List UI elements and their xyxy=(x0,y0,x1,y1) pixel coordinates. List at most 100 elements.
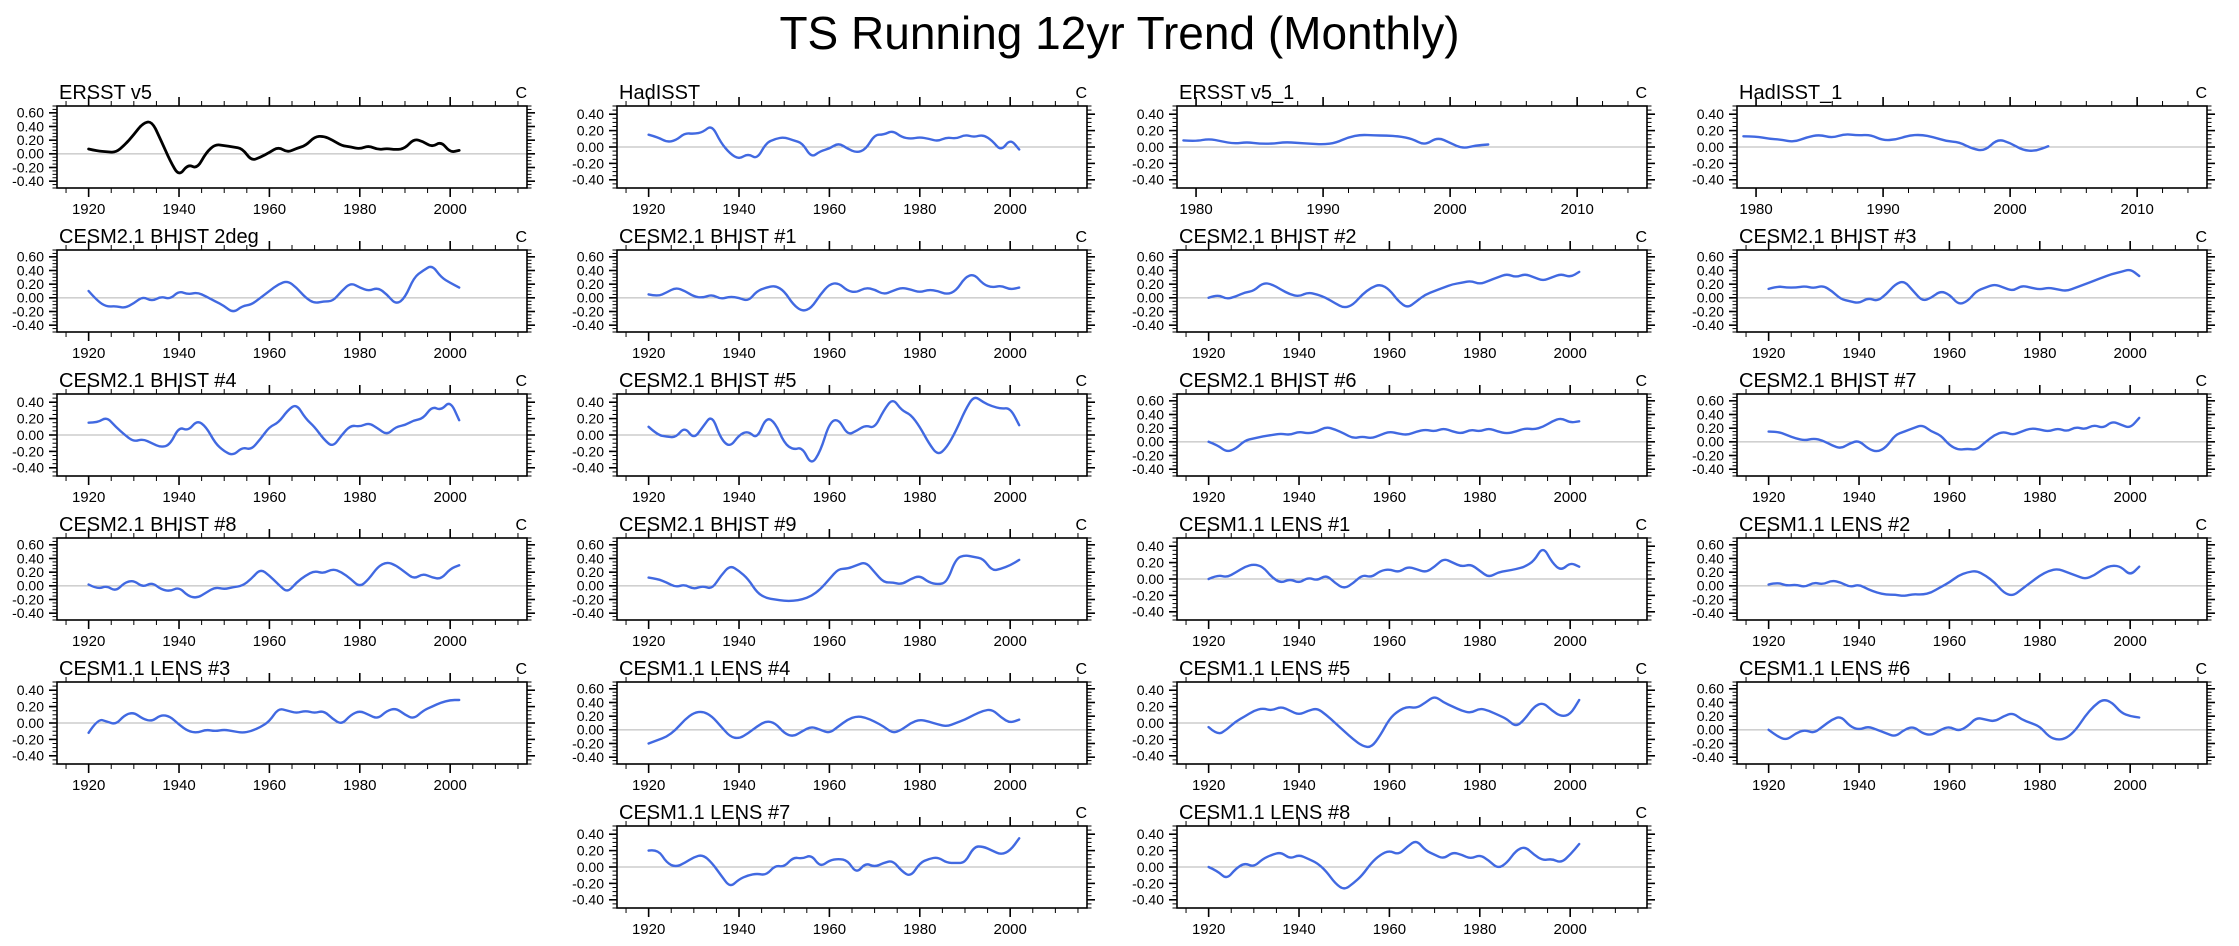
y-tick-label: 0.40 xyxy=(1697,262,1724,278)
x-tick-label: 1960 xyxy=(253,633,286,650)
y-tick-label: -0.40 xyxy=(572,317,604,333)
panel-title: CESM2.1 BHIST 2deg xyxy=(59,226,259,248)
y-tick-label: 0.60 xyxy=(1697,393,1724,409)
panel-cesm2-1-bhist-4: 0.40 0.20 0.00 -0.20 -0.40 1920 1940 1960 1980 20… xyxy=(0,370,560,514)
plot-frame xyxy=(56,105,528,189)
y-tick-label: 0.20 xyxy=(1697,276,1724,292)
panel-cesm2-1-bhist-2: 0.60 0.40 0.20 0.00 -0.20 -0.40 1920 1940 1960 19… xyxy=(1120,226,1680,370)
x-tick-label: 2000 xyxy=(433,633,466,650)
x-tick-label: 1940 xyxy=(1282,489,1315,506)
y-tick-label: -0.40 xyxy=(1132,604,1164,620)
plot-frame xyxy=(616,249,1088,333)
panel-unit-label: C xyxy=(2195,229,2207,246)
x-tick-label: 1960 xyxy=(1373,777,1406,794)
y-tick-label: 0.40 xyxy=(577,394,604,410)
x-tick-label: 1990 xyxy=(1306,201,1339,218)
plot-svg: 0.400.200.00-0.20-0.40 1920 1940 1960 1980 20… xyxy=(1132,673,1655,794)
y-tick-label: 0.20 xyxy=(17,276,44,292)
x-tick-label: 1920 xyxy=(1752,633,1785,650)
y-tick-label: -0.20 xyxy=(1692,303,1724,319)
x-tick-label: 2000 xyxy=(433,201,466,218)
x-tick-label: 1920 xyxy=(632,633,665,650)
panel-cesm2-1-bhist-3: 0.60 0.40 0.20 0.00 -0.20 -0.40 1920 1940 1960 19… xyxy=(1680,226,2239,370)
x-tick-label: 2000 xyxy=(2113,489,2146,506)
y-tick-label: 0.20 xyxy=(17,411,44,427)
x-tick-label: 1940 xyxy=(722,633,755,650)
y-tick-label: 0.20 xyxy=(1137,699,1164,715)
page-title: TS Running 12yr Trend (Monthly) xyxy=(779,7,1460,59)
panel-title: ERSST v5_1 xyxy=(1179,82,1295,104)
y-tick-label: -0.40 xyxy=(12,748,44,764)
y-tick-label: -0.20 xyxy=(572,735,604,751)
x-tick-label: 1960 xyxy=(813,633,846,650)
plot-frame xyxy=(56,393,528,477)
plot-svg: 0.400.200.00-0.20-0.40 1920 1940 1960 1980 20… xyxy=(572,97,1095,218)
y-tick-label: -0.20 xyxy=(572,875,604,891)
y-tick-label: -0.20 xyxy=(1132,875,1164,891)
y-tick-label: 0.00 xyxy=(577,290,604,306)
x-tick-label: 2000 xyxy=(1553,345,1586,362)
y-tick-label: -0.20 xyxy=(1692,735,1724,751)
y-tick-label: 0.20 xyxy=(17,132,44,148)
plot-frame xyxy=(1736,249,2208,333)
x-tick-label: 1990 xyxy=(1866,201,1899,218)
y-tick-label: -0.20 xyxy=(1132,447,1164,463)
panel-hadisst: 0.40 0.20 0.00 -0.20 -0.40 1920 1940 1960 1980 20… xyxy=(560,82,1120,226)
x-tick-label: 2000 xyxy=(1993,201,2026,218)
panel-unit-label: C xyxy=(1635,229,1647,246)
trend-line xyxy=(647,837,1021,887)
y-tick-label: -0.40 xyxy=(12,605,44,621)
y-tick-label: 0.40 xyxy=(17,118,44,134)
x-tick-label: 1980 xyxy=(2023,345,2056,362)
y-tick-label: 0.20 xyxy=(1137,276,1164,292)
x-tick-label: 1940 xyxy=(162,345,195,362)
y-tick-label: 0.60 xyxy=(577,249,604,265)
y-tick-label: 0.40 xyxy=(1697,550,1724,566)
panel-title: CESM1.1 LENS #4 xyxy=(619,658,791,680)
x-tick-label: 1940 xyxy=(722,201,755,218)
y-tick-label: -0.40 xyxy=(1132,317,1164,333)
y-tick-label: 0.20 xyxy=(1137,420,1164,436)
y-tick-label: 0.00 xyxy=(1697,139,1724,155)
y-tick-label: 0.20 xyxy=(1697,123,1724,139)
y-tick-label: 0.00 xyxy=(17,715,44,731)
panel-unit-label: C xyxy=(1635,517,1647,534)
x-tick-label: 1980 xyxy=(903,777,936,794)
x-tick-label: 2000 xyxy=(2113,777,2146,794)
x-tick-label: 2000 xyxy=(2113,345,2146,362)
x-tick-label: 1920 xyxy=(1192,633,1225,650)
panel-title: CESM2.1 BHIST #4 xyxy=(59,370,237,392)
plot-svg: 0.600.400.200.00-0.20-0.40 1920 1940 1960 19… xyxy=(572,241,1095,362)
y-tick-label: 0.60 xyxy=(577,537,604,553)
panel-title: ERSST v5 xyxy=(59,82,152,104)
x-tick-label: 1920 xyxy=(72,489,105,506)
x-tick-label: 1980 xyxy=(903,345,936,362)
x-tick-label: 1920 xyxy=(632,201,665,218)
y-tick-label: 0.40 xyxy=(1137,538,1164,554)
panel-ersst-v5-1: 0.40 0.20 0.00 -0.20 -0.40 1980 1990 2000 2010 ER… xyxy=(1120,82,1680,226)
trend-line xyxy=(1207,548,1581,589)
plot-frame xyxy=(616,393,1088,477)
panel-unit-label: C xyxy=(515,85,527,102)
plot-svg: 0.400.200.00-0.20-0.40 1920 1940 1960 1980 20… xyxy=(1132,817,1655,938)
trend-line xyxy=(1207,417,1581,453)
trend-line xyxy=(1207,840,1581,890)
plot-svg: 0.600.400.200.00-0.20-0.40 1920 1940 1960 19… xyxy=(1132,385,1655,506)
plot-frame xyxy=(616,537,1088,621)
plot-svg: 0.400.200.00-0.20-0.40 1920 1940 1960 1980 20… xyxy=(12,385,535,506)
y-tick-label: 0.20 xyxy=(577,411,604,427)
panel-unit-label: C xyxy=(515,373,527,390)
y-tick-label: -0.20 xyxy=(12,591,44,607)
plot-svg: 0.400.200.00-0.20-0.40 1980 1990 2000 2010 xyxy=(1132,97,1655,218)
plot-svg: 0.600.400.200.00-0.20-0.40 1920 1940 1960 19… xyxy=(572,673,1095,794)
x-tick-label: 1940 xyxy=(1842,777,1875,794)
plot-svg: 0.400.200.00-0.20-0.40 1920 1940 1960 1980 20… xyxy=(572,817,1095,938)
y-tick-label: -0.40 xyxy=(12,460,44,476)
panel-unit-label: C xyxy=(1075,85,1087,102)
plot-svg: 0.400.200.00-0.20-0.40 1920 1940 1960 1980 20… xyxy=(1132,529,1655,650)
y-tick-label: 0.40 xyxy=(1697,694,1724,710)
y-tick-label: 0.40 xyxy=(577,550,604,566)
y-tick-label: 0.00 xyxy=(17,578,44,594)
y-tick-label: 0.60 xyxy=(1697,537,1724,553)
y-tick-label: 0.00 xyxy=(1137,859,1164,875)
